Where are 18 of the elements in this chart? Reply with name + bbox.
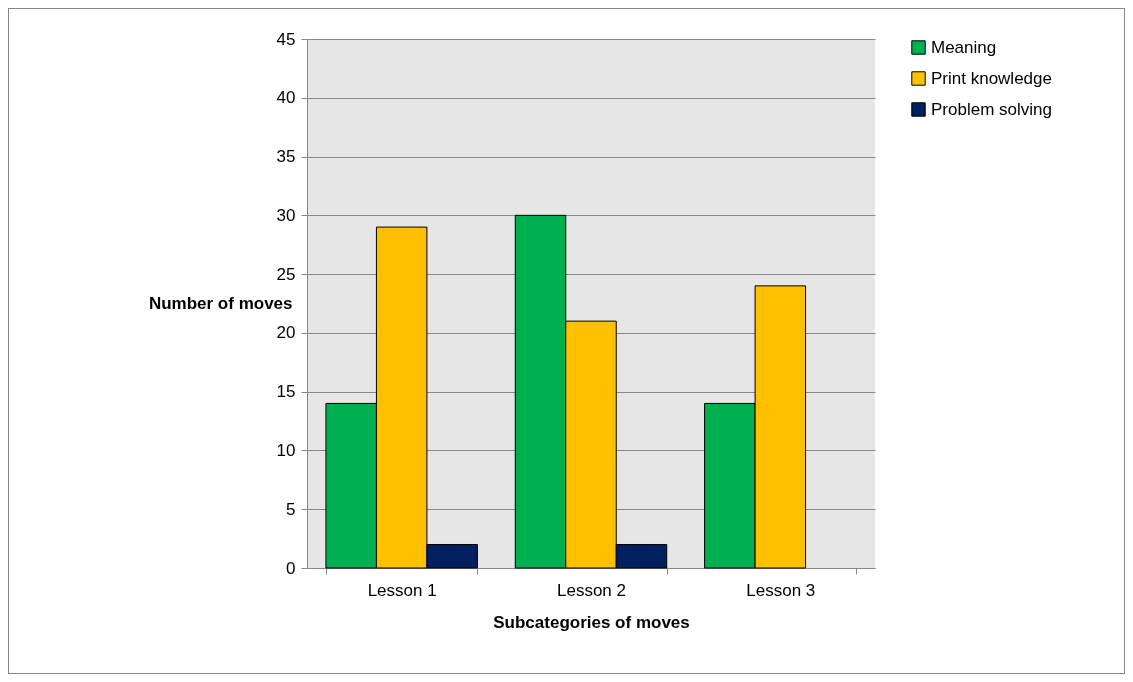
- y-tick-label: 15: [276, 382, 296, 402]
- y-tick-label: 25: [276, 264, 296, 284]
- x-tick-label: Lesson 2: [557, 580, 626, 600]
- y-axis-title: Number of moves: [148, 294, 293, 313]
- y-tick-label: 40: [276, 88, 296, 108]
- y-tick-label: 5: [286, 499, 296, 519]
- y-tick-label: 10: [276, 440, 296, 460]
- legend-label: Meaning: [931, 37, 997, 57]
- legend-label: Problem solving: [931, 99, 1052, 119]
- x-tick-label: Lesson 3: [746, 580, 816, 600]
- y-tick-label: 30: [276, 205, 296, 225]
- legend-label: Print knowledge: [931, 68, 1052, 88]
- x-axis-title: Subcategories of moves: [493, 612, 690, 632]
- y-tick-label: 0: [286, 558, 296, 578]
- y-tick-label: 20: [276, 323, 296, 343]
- x-tick-label: Lesson 1: [367, 580, 437, 600]
- y-tick-label: 35: [276, 147, 296, 167]
- y-tick-label: 45: [276, 29, 296, 49]
